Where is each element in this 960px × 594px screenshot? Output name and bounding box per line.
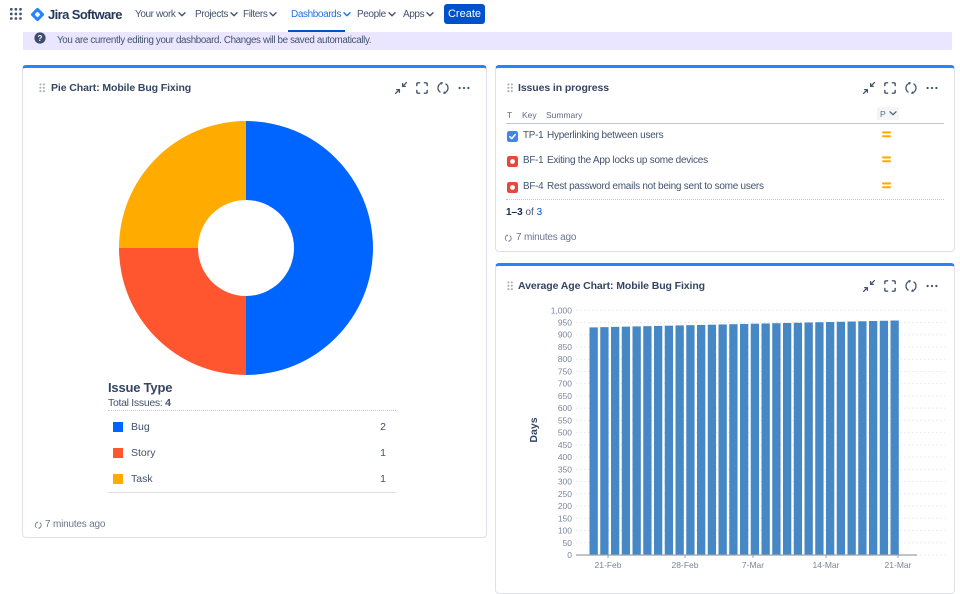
svg-text:100: 100 [558, 526, 572, 536]
svg-text:700: 700 [558, 379, 572, 389]
svg-text:800: 800 [558, 354, 572, 364]
svg-text:650: 650 [558, 391, 572, 401]
svg-text:350: 350 [558, 464, 572, 474]
svg-text:950: 950 [558, 317, 572, 327]
svg-text:Days: Days [528, 417, 540, 442]
svg-text:28-Feb: 28-Feb [672, 560, 699, 570]
svg-text:300: 300 [558, 477, 572, 487]
svg-text:500: 500 [558, 428, 572, 438]
svg-text:50: 50 [563, 538, 573, 548]
svg-text:750: 750 [558, 366, 572, 376]
svg-text:14-Mar: 14-Mar [813, 560, 840, 570]
svg-text:7-Mar: 7-Mar [742, 560, 764, 570]
svg-text:250: 250 [558, 489, 572, 499]
svg-text:400: 400 [558, 452, 572, 462]
svg-text:1,000: 1,000 [551, 305, 573, 315]
svg-text:850: 850 [558, 342, 572, 352]
svg-text:21-Mar: 21-Mar [885, 560, 912, 570]
svg-text:150: 150 [558, 513, 572, 523]
svg-text:0: 0 [567, 550, 572, 560]
svg-text:450: 450 [558, 440, 572, 450]
svg-text:600: 600 [558, 403, 572, 413]
svg-text:900: 900 [558, 330, 572, 340]
svg-text:550: 550 [558, 415, 572, 425]
svg-text:200: 200 [558, 501, 572, 511]
svg-text:21-Feb: 21-Feb [595, 560, 622, 570]
svg-text:?: ? [38, 34, 43, 43]
